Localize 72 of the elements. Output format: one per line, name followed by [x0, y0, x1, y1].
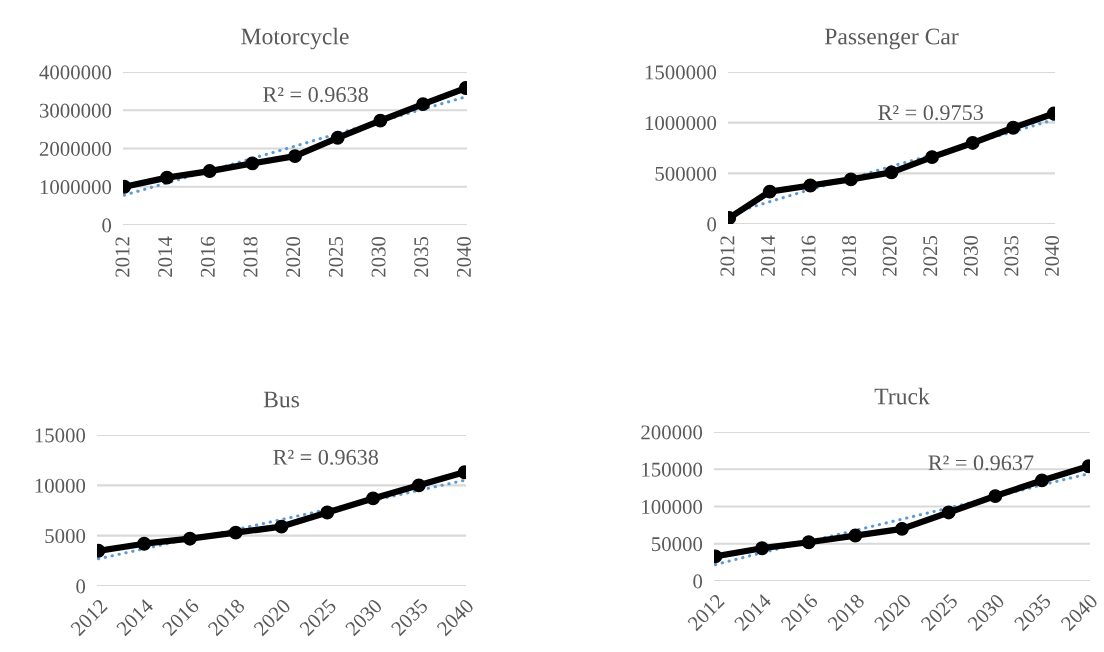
x-tick-label: 2014	[760, 235, 775, 276]
y-tick-label: 1500000	[645, 65, 717, 80]
y-tick-label: 0	[102, 218, 112, 233]
y-tick-label: 10000	[35, 478, 86, 493]
x-tick-label: 2040	[1044, 235, 1059, 276]
y-tick-label: 2000000	[39, 141, 112, 156]
y-tick-label: 500000	[655, 166, 717, 181]
point	[755, 541, 769, 556]
point	[843, 172, 858, 187]
x-tick-label: 2014	[158, 236, 173, 277]
y-tick-label: 0	[76, 579, 86, 594]
point	[988, 489, 1003, 504]
y-tick-label: 50000	[652, 537, 703, 552]
x-tick-label: 2016	[200, 236, 215, 277]
y-tick-label: 200000	[641, 425, 703, 440]
point	[1035, 473, 1049, 488]
annotation: R² = 0.9638	[273, 449, 379, 465]
point	[373, 113, 388, 128]
point	[801, 535, 816, 550]
point	[245, 156, 260, 171]
x-tick-label: 2040	[456, 236, 471, 277]
y-tick-label: 1000000	[645, 116, 717, 131]
point	[762, 184, 777, 199]
chart-title: Truck	[874, 387, 930, 405]
point	[895, 521, 909, 536]
point	[274, 519, 289, 534]
x-tick-label: 2025	[923, 235, 938, 276]
point	[330, 130, 345, 145]
point	[160, 170, 174, 185]
y-tick-label: 0	[693, 574, 703, 589]
point	[137, 536, 152, 551]
point	[228, 525, 243, 540]
y-tick-label: 150000	[642, 462, 703, 477]
x-tick-label: 2035	[414, 236, 429, 277]
point	[925, 150, 940, 165]
y-tick-label: 5000	[45, 529, 86, 544]
annotation: R² = 0.9638	[263, 87, 368, 103]
point	[366, 491, 381, 506]
x-tick-label: 2018	[243, 236, 258, 277]
annotation: R² = 0.9637	[928, 455, 1034, 471]
point	[884, 165, 899, 180]
point	[941, 505, 956, 520]
y-tick-label: 15000	[35, 428, 86, 443]
y-tick-label: 4000000	[39, 65, 112, 80]
point	[288, 149, 302, 164]
x-tick-label: 2025	[328, 236, 343, 277]
point	[202, 164, 217, 179]
point	[965, 135, 980, 150]
chart-title: Motorcycle	[241, 27, 349, 50]
x-tick-label: 2020	[882, 235, 897, 276]
x-tick-label: 2030	[371, 236, 386, 277]
y-tick-label: 1000000	[40, 180, 112, 195]
x-tick-label: 2018	[842, 235, 857, 276]
x-tick-label: 2035	[1004, 235, 1019, 276]
x-tick-label: 2030	[963, 235, 978, 276]
y-tick-label: 100000	[642, 499, 703, 514]
chart-title: Bus	[263, 391, 300, 408]
chart-title: Passenger Car	[824, 28, 959, 50]
point	[320, 505, 335, 520]
point	[416, 97, 430, 112]
y-tick-label: 0	[707, 217, 717, 232]
point	[182, 531, 197, 546]
x-tick-label: 2012	[115, 237, 130, 277]
x-tick-label: 2016	[801, 235, 816, 276]
point	[411, 478, 426, 493]
point	[803, 178, 818, 193]
x-tick-label: 2012	[720, 236, 735, 276]
point	[1006, 120, 1021, 135]
annotation: R² = 0.9753	[878, 105, 983, 121]
x-tick-label: 2020	[286, 236, 301, 277]
y-tick-label: 3000000	[39, 103, 112, 118]
point	[848, 528, 863, 543]
